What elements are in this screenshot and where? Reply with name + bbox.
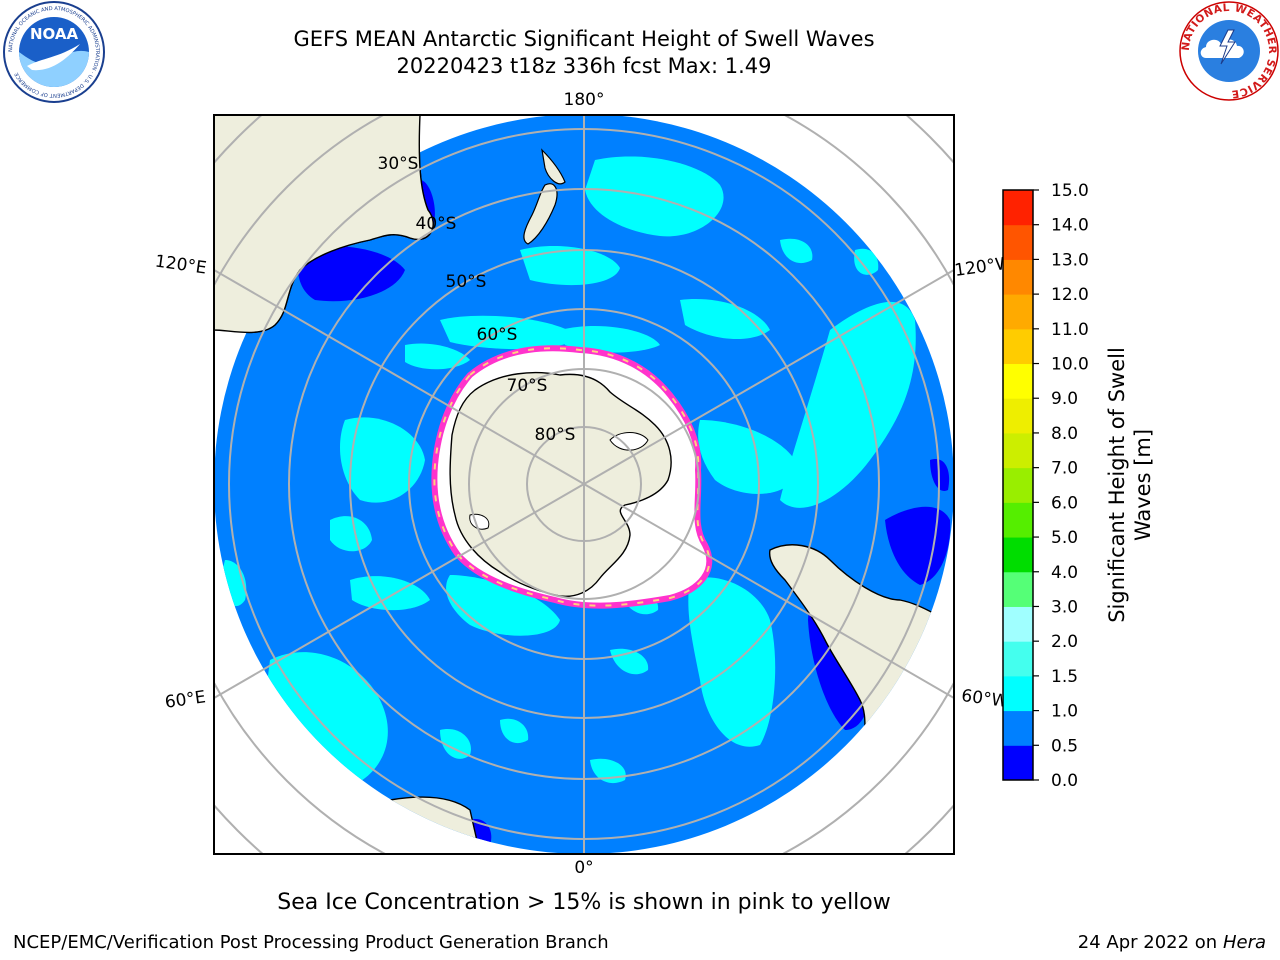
antarctica-land (449, 371, 672, 598)
colorbar-swatch (1003, 190, 1033, 226)
new-zealand-south-land (523, 183, 558, 245)
colorbar-tick-label: 2.0 (1051, 632, 1078, 652)
colorbar-tick-label: 5.0 (1051, 528, 1078, 548)
lat-label-80s: 80°S (535, 425, 576, 445)
colorbar-swatch (1003, 745, 1033, 781)
colorbar-swatch (1003, 641, 1033, 677)
footer-credit: NCEP/EMC/Verification Post Processing Pr… (13, 932, 609, 953)
colorbar-tick-label: 12.0 (1051, 285, 1089, 305)
colorbar-tick-label: 10.0 (1051, 355, 1089, 375)
lat-label-70s: 70°S (507, 376, 548, 396)
colorbar-tick-label: 1.0 (1051, 702, 1078, 722)
colorbar-label-line1: Significant Height of Swell (1105, 347, 1129, 623)
noaa-logo-text: NOAA (30, 25, 79, 43)
colorbar-label-line2: Waves [m] (1131, 429, 1155, 541)
colorbar-tick-label: 0.5 (1051, 736, 1078, 756)
footer-host: Hera (1222, 932, 1266, 953)
colorbar-swatch (1003, 502, 1033, 538)
lat-label-60s: 60°S (477, 325, 518, 345)
colorbar-tick-label: 13.0 (1051, 250, 1089, 270)
colorbar-swatch (1003, 363, 1033, 399)
colorbar-tick-label: 11.0 (1051, 320, 1089, 340)
lat-label-50s: 50°S (446, 272, 487, 292)
new-zealand-north-land (541, 148, 566, 185)
noaa-logo-icon: NOAA NATIONAL OCEANIC AND ATMOSPHERIC AD… (3, 1, 105, 103)
lat-label-40s: 40°S (416, 214, 457, 234)
nws-logo-icon: NATIONAL WEATHER SERVICE (1179, 1, 1279, 101)
footer-date-text: 24 Apr 2022 on (1077, 932, 1223, 953)
colorbar-swatch (1003, 571, 1033, 607)
colorbar-tick-label: 14.0 (1051, 216, 1089, 236)
footer-date: 24 Apr 2022 on Hera (1078, 932, 1266, 953)
lat-label-30s: 30°S (378, 154, 419, 174)
lon-label-180: 180° (564, 90, 605, 110)
colorbar-tick-label: 6.0 (1051, 493, 1078, 513)
colorbar-tick-label: 4.0 (1051, 563, 1078, 583)
colorbar-ticks: 0.0 0.5 1.0 1.5 2.0 3.0 4.0 5.0 6.0 7.0 8.0 9.0 10.0… (1033, 181, 1089, 791)
colorbar-swatch (1003, 467, 1033, 503)
map-title: GEFS MEAN Antarctic Significant Height o… (293, 27, 875, 51)
graticule (214, 115, 954, 854)
colorbar-swatch (1003, 432, 1033, 469)
colorbar-swatch (1003, 294, 1033, 330)
colorbar-swatch (1003, 710, 1033, 746)
colorbar-swatch (1003, 328, 1033, 365)
colorbar-tick-label: 8.0 (1051, 424, 1078, 444)
swell-patches (220, 156, 916, 790)
map-subtitle: 20220423 t18z 336h fcst Max: 1.49 (396, 54, 772, 78)
map-frame (213, 114, 955, 855)
colorbar-swatch (1003, 675, 1033, 712)
colorbar-swatch (1003, 224, 1033, 260)
colorbar-tick-label: 1.5 (1051, 667, 1078, 687)
colorbar-swatches (1003, 190, 1033, 781)
colorbar-swatch (1003, 259, 1033, 295)
colorbar-swatch (1003, 606, 1033, 642)
colorbar-tick-label: 0.0 (1051, 771, 1078, 791)
sea-ice-note: Sea Ice Concentration > 15% is shown in … (277, 890, 891, 915)
lon-label-0: 0° (574, 858, 593, 878)
colorbar-tick-label: 15.0 (1051, 181, 1089, 201)
colorbar-swatch (1003, 537, 1033, 573)
colorbar-tick-label: 7.0 (1051, 459, 1078, 479)
colorbar-tick-label: 9.0 (1051, 389, 1078, 409)
colorbar-swatch (1003, 398, 1033, 434)
colorbar-tick-label: 3.0 (1051, 597, 1078, 617)
